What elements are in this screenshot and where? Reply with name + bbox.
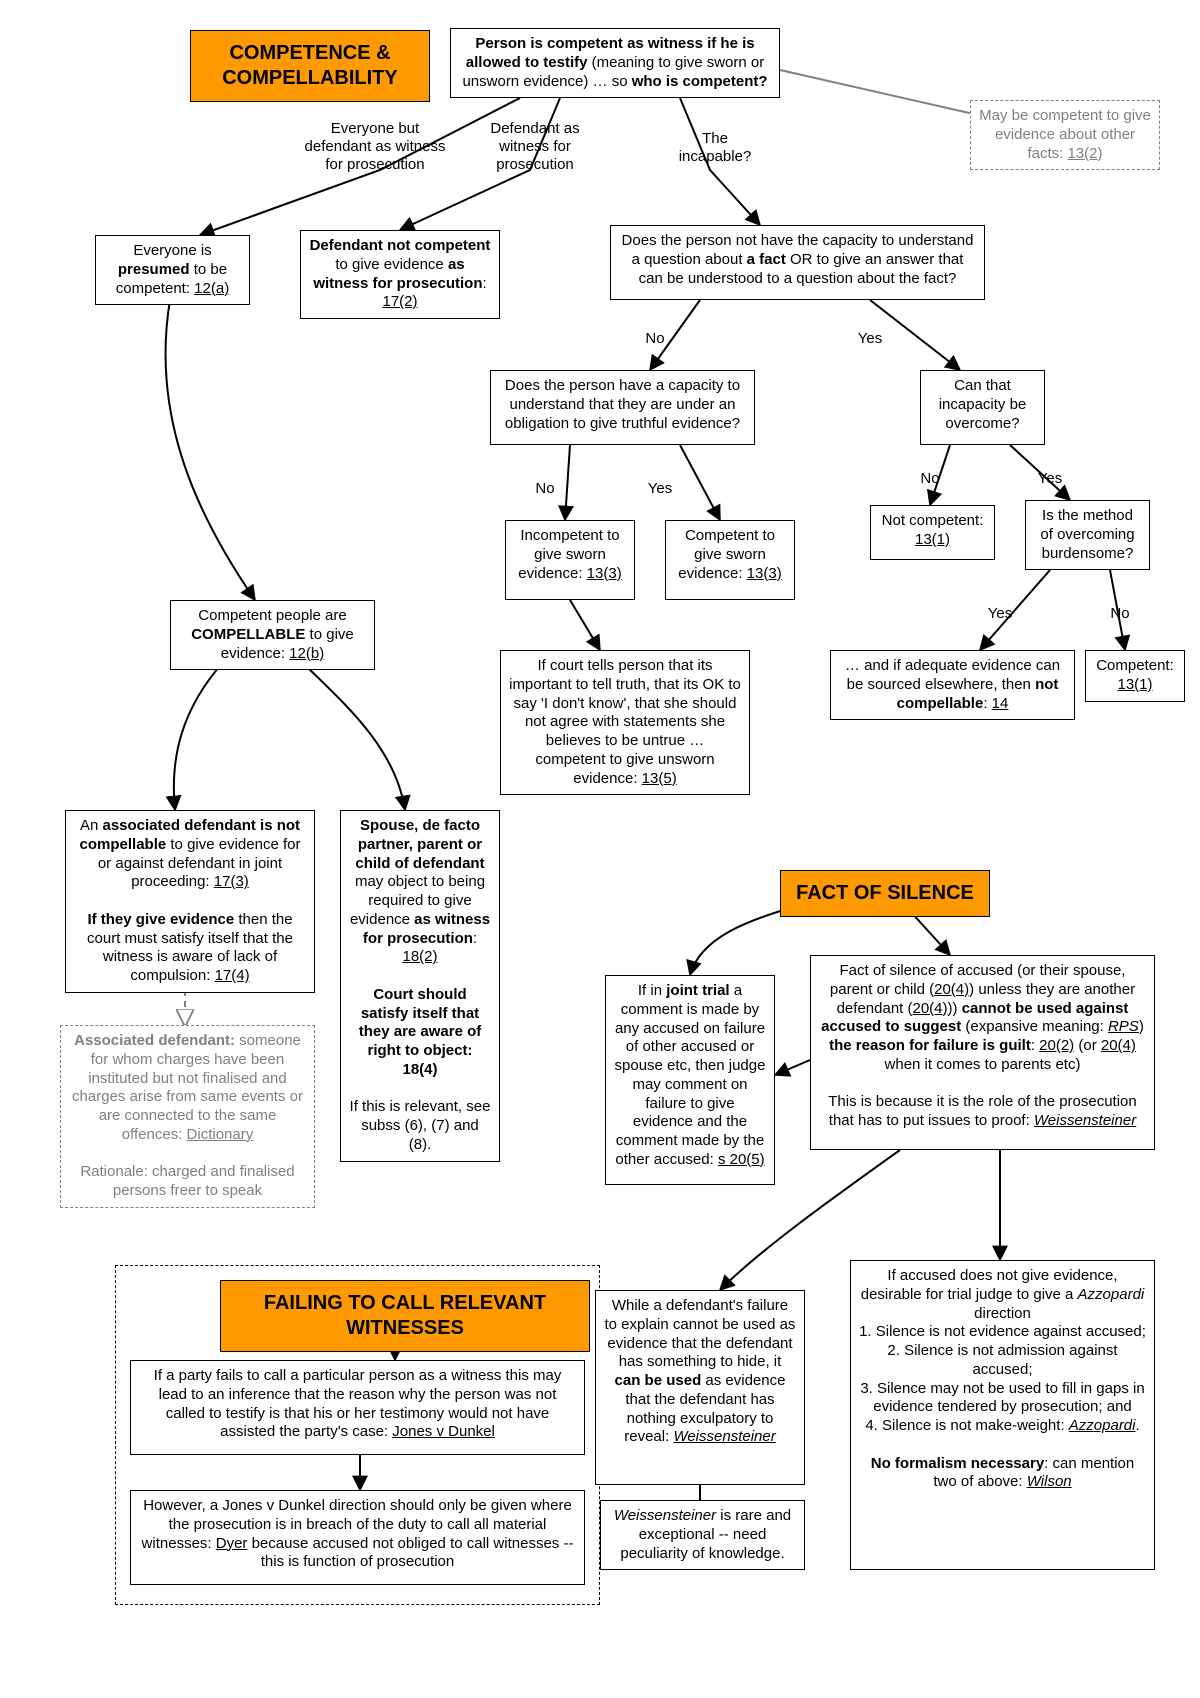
node-assoc-def-note: Associated defendant: someone for whom c… bbox=[60, 1025, 315, 1208]
edge-label-e3: The incapable? bbox=[665, 130, 765, 166]
node-joint-trial: If in joint trial a comment is made by a… bbox=[605, 975, 775, 1185]
node-comp-sworn: Competent to give sworn evidence: 13(3) bbox=[665, 520, 795, 600]
node-failing1: If a party fails to call a particular pe… bbox=[130, 1360, 585, 1455]
edge-label-e1: Everyone but defendant as witness for pr… bbox=[300, 120, 450, 174]
node-oblig-q: Does the person have a capacity to under… bbox=[490, 370, 755, 445]
edge-label-ob-yes: Yes bbox=[640, 480, 680, 498]
node-spouse: Spouse, de facto partner, parent or chil… bbox=[340, 810, 500, 1162]
node-failing2: However, a Jones v Dunkel direction shou… bbox=[130, 1490, 585, 1585]
edge-label-ov-no: No bbox=[915, 470, 945, 488]
node-assoc-def: An associated defendant is not compellab… bbox=[65, 810, 315, 993]
edge-label-ob-no: No bbox=[530, 480, 560, 498]
edge-label-bur-no: No bbox=[1105, 605, 1135, 623]
node-burdensome: Is the method of overcoming burdensome? bbox=[1025, 500, 1150, 570]
node-weiss2: Weissensteiner is rare and exceptional -… bbox=[600, 1500, 805, 1570]
node-capacity-q: Does the person not have the capacity to… bbox=[610, 225, 985, 300]
header-competence: COMPETENCE & COMPELLABILITY bbox=[190, 30, 430, 102]
node-root: Person is competent as witness if he is … bbox=[450, 28, 780, 98]
node-presumed: Everyone is presumed to be competent: 12… bbox=[95, 235, 250, 305]
node-not-competent-13-1: Not competent: 13(1) bbox=[870, 505, 995, 560]
flowchart-stage: COMPETENCE & COMPELLABILITY FACT OF SILE… bbox=[0, 0, 1200, 1698]
header-silence: FACT OF SILENCE bbox=[780, 870, 990, 917]
edge-label-cap-yes: Yes bbox=[850, 330, 890, 348]
edge-label-e2: Defendant as witness for prosecution bbox=[470, 120, 600, 174]
node-other-facts: May be competent to give evidence about … bbox=[970, 100, 1160, 170]
node-azzopardi: If accused does not give evidence, desir… bbox=[850, 1260, 1155, 1570]
node-weiss1: While a defendant's failure to explain c… bbox=[595, 1290, 805, 1485]
node-adequate-elsewhere: … and if adequate evidence can be source… bbox=[830, 650, 1075, 720]
edge-label-ov-yes: Yes bbox=[1030, 470, 1070, 488]
node-incomp-sworn: Incompetent to give sworn evidence: 13(3… bbox=[505, 520, 635, 600]
node-competent-13-1: Competent: 13(1) bbox=[1085, 650, 1185, 702]
edge-label-bur-yes: Yes bbox=[980, 605, 1020, 623]
node-overcome-q: Can that incapacity be overcome? bbox=[920, 370, 1045, 445]
edge-label-cap-no: No bbox=[640, 330, 670, 348]
node-compellable: Competent people are COMPELLABLE to give… bbox=[170, 600, 375, 670]
node-silence-main: Fact of silence of accused (or their spo… bbox=[810, 955, 1155, 1150]
node-unsworn: If court tells person that its important… bbox=[500, 650, 750, 795]
node-def-not-competent: Defendant not competent to give evidence… bbox=[300, 230, 500, 319]
